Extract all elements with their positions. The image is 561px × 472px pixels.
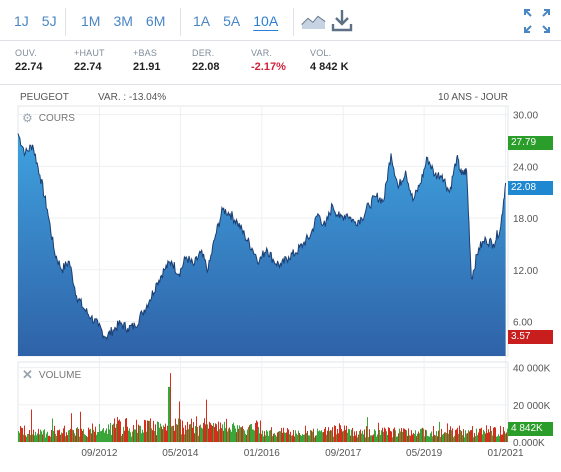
price-panel-title: COURS — [38, 112, 75, 124]
period-group-long: 1A 5A 10A — [193, 10, 291, 32]
download-icon[interactable] — [330, 8, 358, 34]
volume-panel-frame — [17, 361, 509, 443]
volume-last-tag: 4 842K — [508, 422, 553, 436]
price-tick-label: 30.00 — [513, 111, 538, 122]
stat-label: VAR. — [251, 48, 273, 58]
low-price-tag: 3.57 — [508, 330, 553, 344]
stat-variation: VAR. -2.17% — [251, 48, 286, 73]
close-icon[interactable]: ✕ — [22, 367, 33, 382]
stat-label: DER. — [192, 48, 215, 58]
period-1a-button[interactable]: 1A — [193, 13, 211, 29]
period-10a-button[interactable]: 10A — [253, 13, 279, 29]
toolbar-divider — [293, 8, 294, 36]
toolbar-divider — [65, 8, 66, 36]
chart-range-label: 10 ANS - JOUR — [438, 92, 509, 103]
x-tick-label: 01/2016 — [244, 448, 281, 459]
stat-label: +BAS — [133, 48, 158, 58]
instrument-name: PEUGEOT — [20, 92, 69, 103]
price-tick-label: 18.00 — [513, 214, 538, 225]
volume-tick-label: 0.000K — [513, 438, 545, 449]
period-toolbar: 1J 5J 1M 3M 6M 1A 5A 10A — [0, 0, 561, 41]
period-group-mid: 1M 3M 6M — [81, 10, 178, 32]
period-1m-button[interactable]: 1M — [81, 13, 101, 29]
settings-icon[interactable]: ⚙ — [22, 111, 33, 125]
volume-panel-title: VOLUME — [38, 369, 82, 381]
period-3m-button[interactable]: 3M — [113, 13, 133, 29]
stat-high: +HAUT 22.74 — [74, 48, 105, 73]
price-panel-header: ⚙ COURS — [22, 111, 75, 125]
period-5j-button[interactable]: 5J — [41, 13, 57, 29]
period-6m-button[interactable]: 6M — [145, 13, 166, 29]
quote-stats: OUV. 22.74 +HAUT 22.74 +BAS 21.91 DER. 2… — [0, 44, 561, 85]
x-tick-label: 09/2017 — [325, 448, 362, 459]
stat-low: +BAS 21.91 — [133, 48, 161, 73]
high-price-tag: 27.79 — [508, 136, 553, 150]
volume-panel-header: ✕ VOLUME — [22, 367, 81, 383]
x-tick-label: 05/2014 — [162, 448, 199, 459]
period-group-short: 1J 5J — [14, 10, 70, 32]
stat-value: 22.74 — [74, 61, 102, 73]
price-line — [17, 133, 507, 341]
stat-open: OUV. 22.74 — [15, 48, 43, 73]
x-tick-label: 09/2012 — [81, 448, 118, 459]
stat-value: 21.91 — [133, 61, 161, 73]
stat-label: VOL. — [310, 48, 332, 58]
price-tick-label: 6.00 — [513, 318, 533, 329]
stat-volume: VOL. 4 842 K — [310, 48, 349, 73]
period-1j-button[interactable]: 1J — [14, 13, 29, 29]
stat-value: -2.17% — [251, 61, 286, 73]
stat-value: 22.74 — [15, 61, 43, 73]
volume-tick-label: 40 000K — [513, 364, 551, 375]
stat-value: 22.08 — [192, 61, 220, 73]
stat-label: +HAUT — [74, 48, 105, 58]
line-chart-icon[interactable] — [300, 8, 328, 34]
price-tick-label: 24.00 — [513, 162, 538, 173]
volume-tick-label: 20 000K — [513, 401, 551, 412]
price-tick-label: 12.00 — [513, 266, 538, 277]
stat-value: 4 842 K — [310, 61, 349, 73]
x-tick-label: 05/2019 — [406, 448, 443, 459]
last-price-tag: 22.08 — [508, 181, 553, 195]
period-variation: VAR. : -13.04% — [98, 92, 167, 103]
fullscreen-icon[interactable] — [523, 8, 551, 34]
stat-label: OUV. — [15, 48, 37, 58]
period-5a-button[interactable]: 5A — [223, 13, 241, 29]
x-tick-label: 01/2021 — [487, 448, 524, 459]
stat-last: DER. 22.08 — [192, 48, 220, 73]
price-area — [18, 133, 506, 356]
toolbar-divider — [180, 8, 181, 36]
